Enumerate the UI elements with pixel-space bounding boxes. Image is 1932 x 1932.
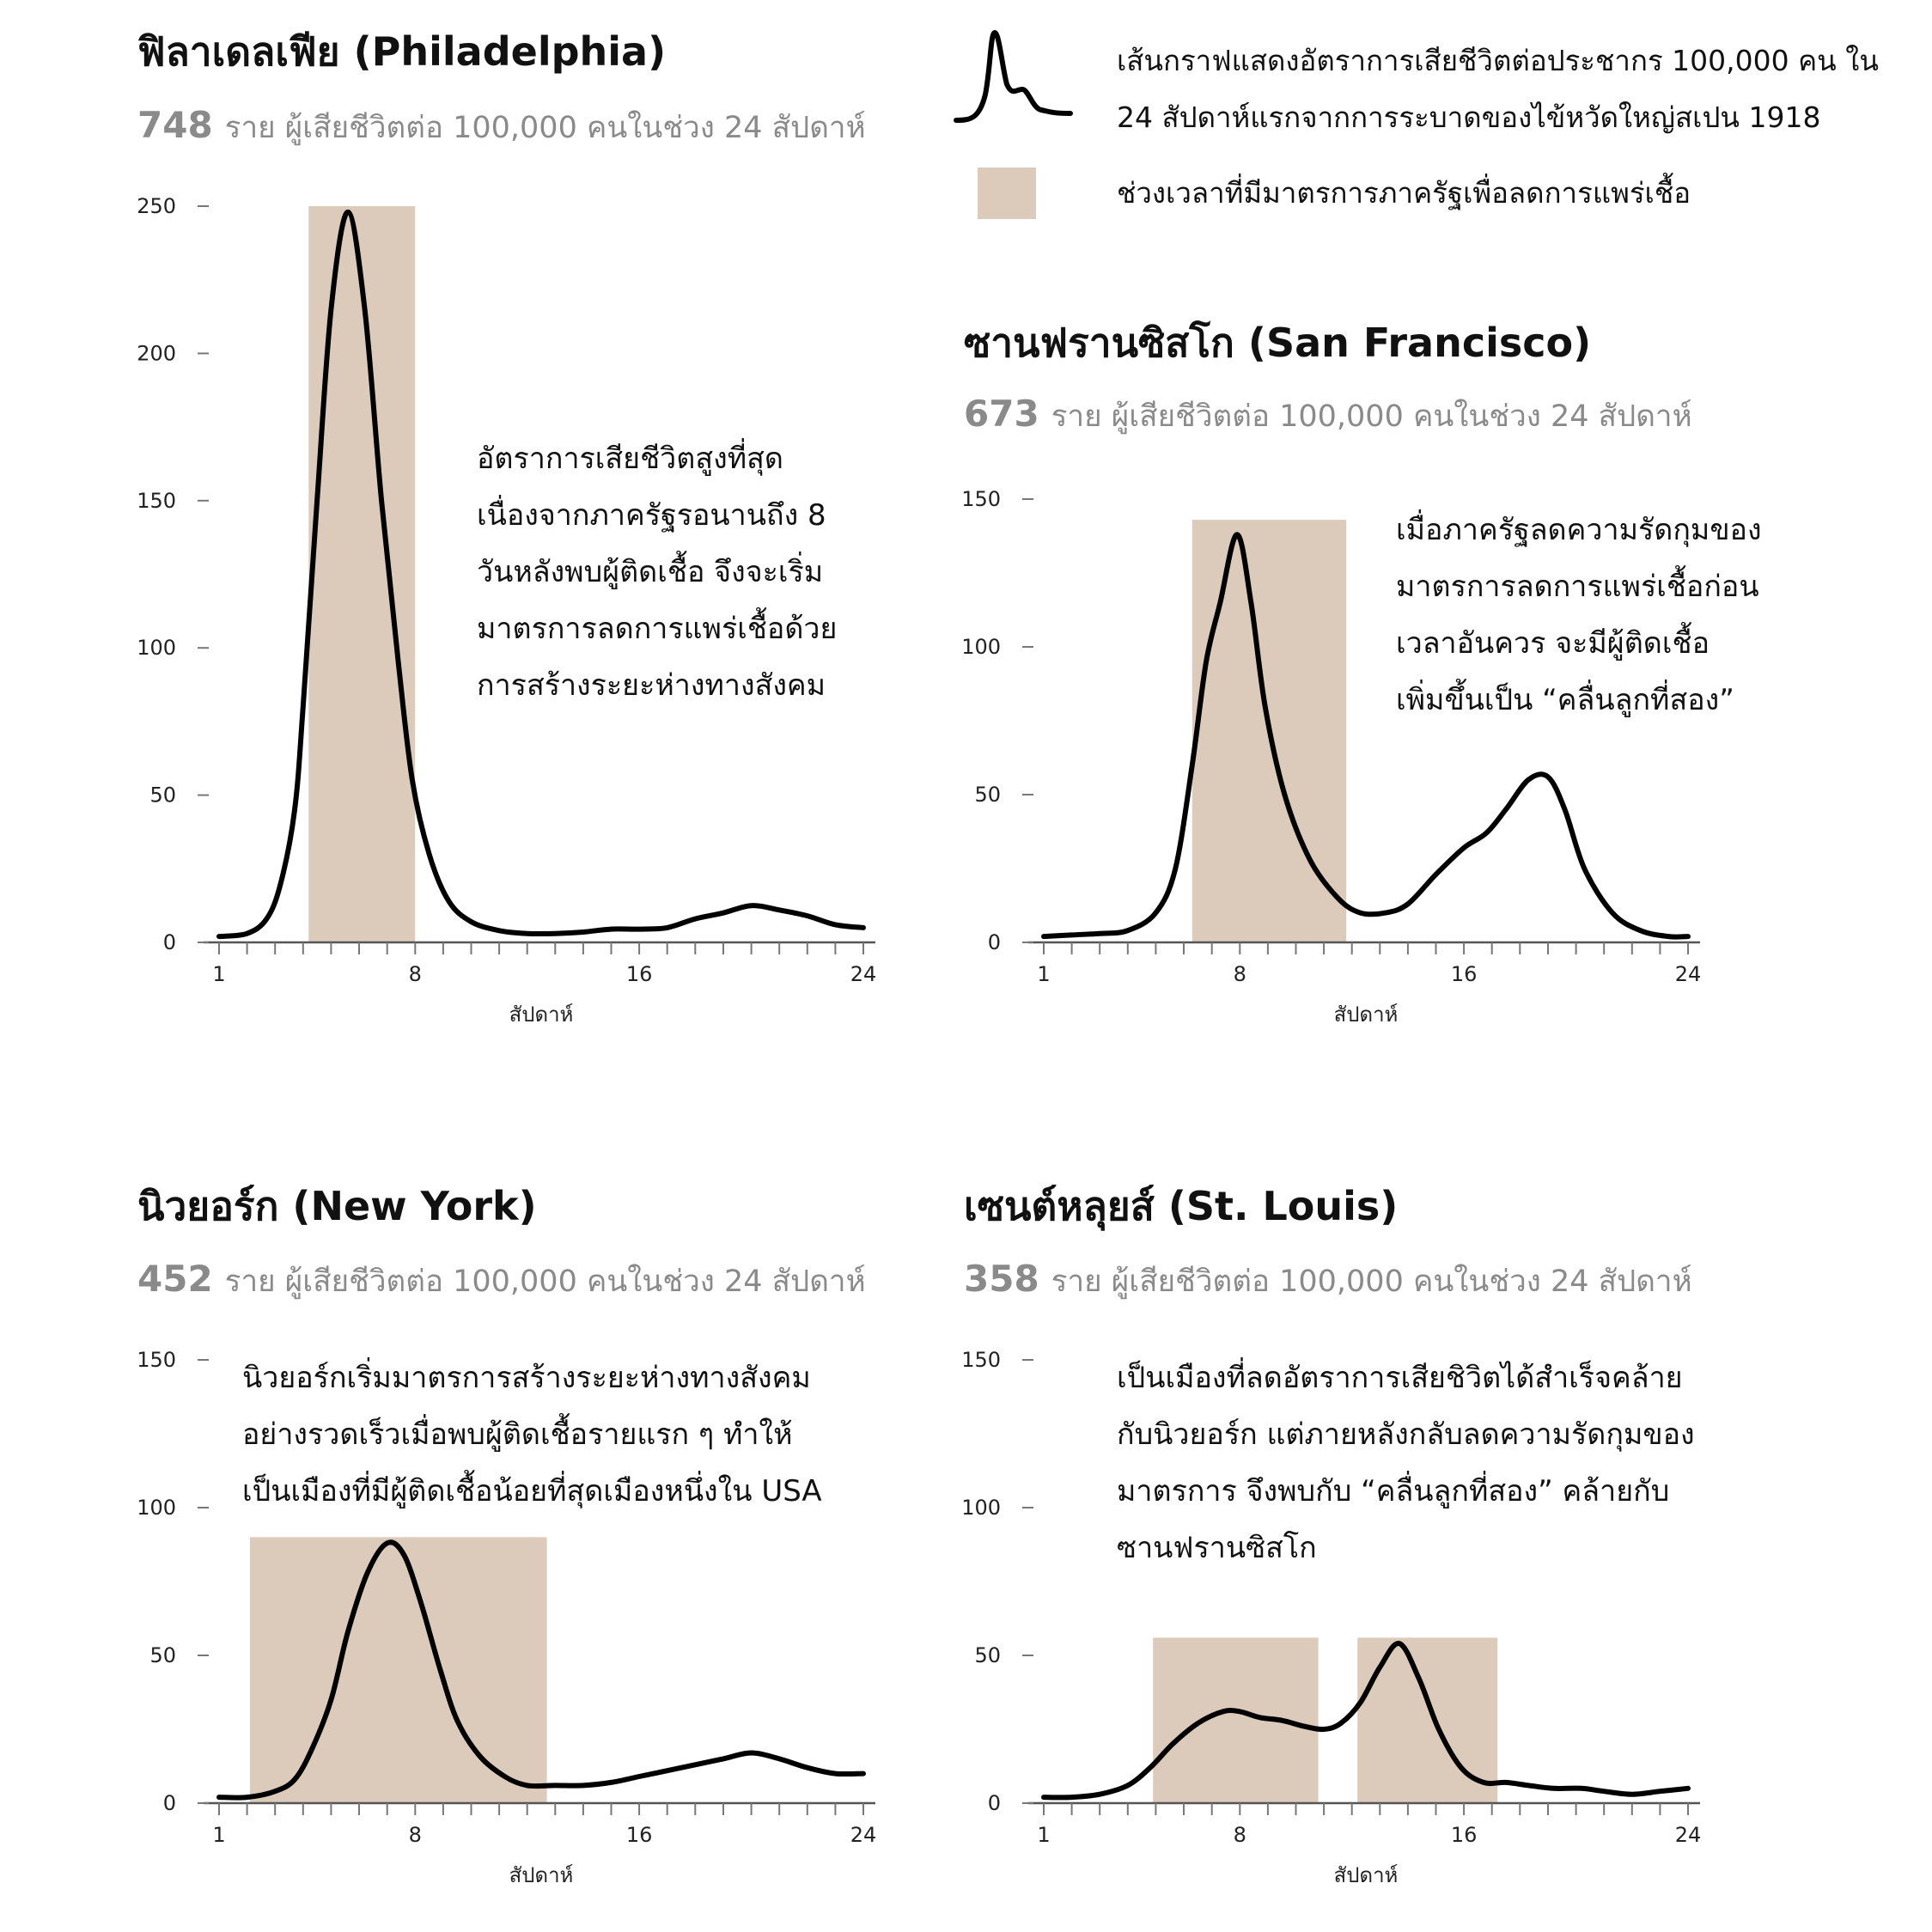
x-tick-label: 8: [409, 962, 422, 986]
y-tick-label: 100: [961, 1496, 1001, 1520]
annotation-line: เมื่อภาครัฐลดความรัดกุมของ: [1396, 509, 1762, 547]
annotation-line: มาตรการลดการแพร่เชื้อก่อน: [1396, 565, 1759, 604]
legend-line-text-1: เส้นกราฟแสดงอัตราการเสียชีวิตต่อประชากร …: [1117, 44, 1879, 77]
annotation-line: เนื่องจากภาครัฐรอนานถึง 8: [477, 495, 826, 533]
y-tick-label: 0: [988, 930, 1001, 954]
subtitle-text: ราย ผู้เสียชีวิตต่อ 100,000 คนในช่วง 24 …: [1051, 1264, 1692, 1299]
x-tick-label: 1: [212, 962, 225, 986]
x-axis-label: สัปดาห์: [509, 1863, 574, 1887]
panel-philadelphia: ฟิลาเดลเฟีย (Philadelphia) 748 ราย ผู้เสี…: [137, 28, 876, 1027]
x-axis-label: สัปดาห์: [1334, 1003, 1399, 1027]
death-total: 452: [137, 1258, 213, 1300]
x-tick-label: 8: [1234, 1823, 1246, 1847]
x-tick-label: 8: [1234, 962, 1246, 986]
death-total: 748: [137, 104, 213, 146]
annotation-line: มาตรการลดการแพร่เชื้อด้วย: [477, 607, 837, 646]
plot-area: 1 8 16 24 สัปดาห์ 0 50 100 150: [961, 487, 1701, 1027]
x-tick-label: 1: [212, 1823, 225, 1847]
mortality-line: [1041, 532, 1691, 940]
y-tick-label: 0: [988, 1791, 1001, 1815]
panel-subtitle: 358 ราย ผู้เสียชีวิตต่อ 100,000 คนในช่วง …: [964, 1258, 1692, 1300]
annotation-line: มาตรการ จึงพบกับ “คลื่นลูกที่สอง” คล้ายก…: [1117, 1471, 1669, 1508]
y-tick-label: 100: [137, 1496, 176, 1520]
panel-title: นิวยอร์ก (New York): [137, 1183, 537, 1229]
y-tick-label: 100: [137, 636, 176, 660]
annotation-line: เป็นเมืองที่มีผู้ติดเชื้อน้อยที่สุดเมือง…: [242, 1470, 822, 1508]
x-tick-label: 1: [1037, 962, 1050, 986]
x-tick-label: 24: [850, 1823, 877, 1847]
panel-subtitle: 673 ราย ผู้เสียชีวิตต่อ 100,000 คนในช่วง …: [964, 393, 1692, 435]
x-axis-label: สัปดาห์: [509, 1003, 574, 1027]
annotation-line: วันหลังพบผู้ติดเชื้อ จึงจะเริ่ม: [477, 551, 823, 589]
y-tick-label: 150: [137, 489, 176, 513]
intervention-band: [249, 1537, 547, 1803]
legend-line-icon: [954, 30, 1073, 123]
annotation-line: อัตราการเสียชีวิตสูงที่สุด: [477, 438, 783, 476]
subtitle-text: ราย ผู้เสียชีวิตต่อ 100,000 คนในช่วง 24 …: [225, 1264, 866, 1299]
x-tick-label: 1: [1037, 1823, 1050, 1847]
y-tick-label: 50: [974, 1643, 1001, 1667]
y-tick-label: 0: [163, 1791, 176, 1815]
mortality-line: [216, 1539, 866, 1801]
legend: เส้นกราฟแสดงอัตราการเสียชีวิตต่อประชากร …: [954, 30, 1879, 219]
x-tick-label: 24: [1675, 1823, 1702, 1847]
y-tick-label: 100: [961, 635, 1001, 659]
panel-subtitle: 452 ราย ผู้เสียชีวิตต่อ 100,000 คนในช่วง …: [137, 1258, 866, 1300]
y-tick-label: 50: [149, 1643, 176, 1667]
panel-title: เซนต์หลุยส์ (St. Louis): [964, 1183, 1398, 1231]
intervention-band: [308, 206, 416, 942]
annotation: เป็นเมืองที่ลดอัตราการเสียชิวิตได้สำเร็จ…: [1117, 1357, 1695, 1565]
plot-area: 1 8 16 24 สัปดาห์ 0 50 100 150: [961, 1348, 1701, 1887]
annotation-line: เป็นเมืองที่ลดอัตราการเสียชิวิตได้สำเร็จ…: [1117, 1357, 1683, 1395]
annotation: เมื่อภาครัฐลดความรัดกุมของมาตรการลดการแพ…: [1396, 509, 1762, 717]
death-total: 358: [964, 1258, 1039, 1300]
plot-area: 1 8 16 24 สัปดาห์ 0 50 100 150 200 250: [137, 194, 876, 1027]
y-tick-label: 150: [137, 1348, 176, 1372]
annotation: อัตราการเสียชีวิตสูงที่สุดเนื่องจากภาครั…: [477, 438, 837, 703]
panel-subtitle: 748 ราย ผู้เสียชีวิตต่อ 100,000 คนในช่วง …: [137, 104, 866, 146]
annotation-line: อย่างรวดเร็วเมื่อพบผู้ติดเชื้อรายแรก ๆ ท…: [242, 1413, 793, 1452]
x-tick-label: 16: [1451, 1823, 1478, 1847]
intervention-band: [1153, 1637, 1319, 1803]
y-tick-label: 50: [149, 783, 176, 808]
panel-st-louis: เซนต์หลุยส์ (St. Louis) 358 ราย ผู้เสียชี…: [961, 1183, 1701, 1887]
plot-area: 1 8 16 24 สัปดาห์ 0 50 100 150: [137, 1348, 876, 1887]
subtitle-text: ราย ผู้เสียชีวิตต่อ 100,000 คนในช่วง 24 …: [225, 110, 866, 145]
mortality-line: [1041, 1641, 1691, 1801]
annotation-line: เพิ่มขึ้นเป็น “คลื่นลูกที่สอง”: [1396, 679, 1734, 717]
panel-new-york: นิวยอร์ก (New York) 452 ราย ผู้เสียชีวิตต…: [137, 1183, 876, 1887]
panel-title: ฟิลาเดลเฟีย (Philadelphia): [137, 28, 666, 75]
annotation-line: นิวยอร์กเริ่มมาตรการสร้างระยะห่างทางสังค…: [242, 1357, 811, 1395]
x-tick-label: 16: [1451, 962, 1478, 986]
annotation-line: เวลาอันควร จะมีผู้ติดเชื้อ: [1396, 622, 1710, 661]
x-axis-label: สัปดาห์: [1334, 1863, 1399, 1887]
y-tick-label: 150: [961, 487, 1001, 511]
legend-line-text-2: 24 สัปดาห์แรกจากการระบาดของไข้หวัดใหญ่สเ…: [1117, 101, 1820, 134]
y-tick-label: 250: [137, 194, 176, 218]
death-total: 673: [964, 393, 1039, 435]
panel-san-francisco: ซานฟรานซิสโก (San Francisco) 673 ราย ผู้เ…: [961, 320, 1761, 1027]
x-tick-label: 24: [850, 962, 877, 986]
subtitle-text: ราย ผู้เสียชีวิตต่อ 100,000 คนในช่วง 24 …: [1051, 399, 1692, 434]
x-tick-label: 16: [626, 1823, 653, 1847]
legend-band-text: ช่วงเวลาที่มีมาตรการภาครัฐเพื่อลดการแพร่…: [1117, 173, 1691, 210]
y-tick-label: 150: [961, 1348, 1001, 1372]
legend-band-swatch: [978, 168, 1036, 219]
x-tick-label: 16: [626, 962, 653, 986]
x-tick-label: 24: [1675, 962, 1702, 986]
y-tick-label: 200: [137, 341, 176, 365]
annotation: นิวยอร์กเริ่มมาตรการสร้างระยะห่างทางสังค…: [242, 1357, 822, 1508]
y-tick-label: 50: [974, 783, 1001, 807]
annotation-line: กับนิวยอร์ก แต่ภายหลังกลับลดความรัดกุมขอ…: [1117, 1417, 1695, 1452]
mortality-line: [216, 209, 866, 940]
x-tick-label: 8: [409, 1823, 422, 1847]
y-tick-label: 0: [163, 930, 176, 954]
panel-title: ซานฟรานซิสโก (San Francisco): [964, 320, 1591, 366]
annotation-line: ซานฟรานซิสโก: [1117, 1531, 1317, 1565]
annotation-line: การสร้างระยะห่างทางสังคม: [477, 668, 826, 703]
